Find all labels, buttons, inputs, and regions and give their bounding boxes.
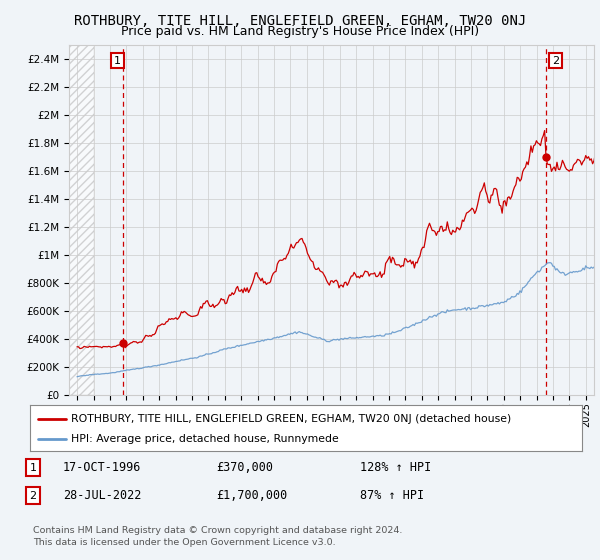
Text: Price paid vs. HM Land Registry's House Price Index (HPI): Price paid vs. HM Land Registry's House … [121,25,479,38]
Text: ROTHBURY, TITE HILL, ENGLEFIELD GREEN, EGHAM, TW20 0NJ (detached house): ROTHBURY, TITE HILL, ENGLEFIELD GREEN, E… [71,414,512,424]
Text: 87% ↑ HPI: 87% ↑ HPI [360,489,424,502]
Text: £1,700,000: £1,700,000 [216,489,287,502]
Text: 1: 1 [29,463,37,473]
Text: 2: 2 [552,55,559,66]
Bar [69,45,94,395]
Text: Contains HM Land Registry data © Crown copyright and database right 2024.
This d: Contains HM Land Registry data © Crown c… [33,526,403,547]
Text: £370,000: £370,000 [216,461,273,474]
Text: 28-JUL-2022: 28-JUL-2022 [63,489,142,502]
Text: ROTHBURY, TITE HILL, ENGLEFIELD GREEN, EGHAM, TW20 0NJ: ROTHBURY, TITE HILL, ENGLEFIELD GREEN, E… [74,14,526,28]
Text: 17-OCT-1996: 17-OCT-1996 [63,461,142,474]
Text: 2: 2 [29,491,37,501]
Text: HPI: Average price, detached house, Runnymede: HPI: Average price, detached house, Runn… [71,435,339,444]
Text: 1: 1 [114,55,121,66]
Text: 128% ↑ HPI: 128% ↑ HPI [360,461,431,474]
